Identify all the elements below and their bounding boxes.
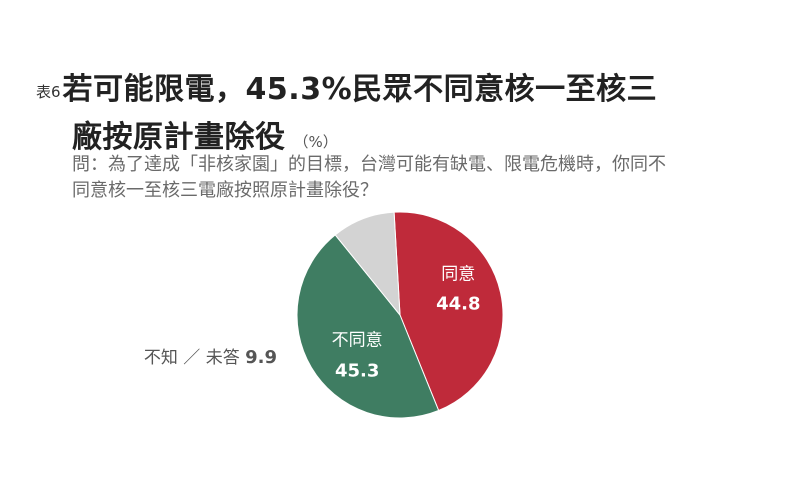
question-line-2: 同意核一至核三電廠按照原計畫除役？ [72, 180, 378, 201]
slice-disagree [296, 234, 440, 419]
slice-value-disagree: 45.3 [335, 361, 379, 382]
survey-question: 問：為了達成「非核家園」的目標，台灣可能有缺電、限電危機時，你同不 同意核一至核… [72, 152, 772, 204]
slice-label-disagree: 不同意 [332, 331, 383, 351]
slice-unknown [334, 211, 401, 317]
pie-slices [296, 211, 504, 419]
chart-title-line-2: 廠按原計畫除役 [72, 120, 286, 155]
slice-value-unknown: 9.9 [245, 347, 277, 368]
chart-header: 表6 若可能限電，45.3%民眾不同意核一至核三 廠按原計畫除役 （%） [36, 64, 776, 156]
slice-value-agree: 44.8 [436, 293, 480, 314]
question-line-1: 問：為了達成「非核家園」的目標，台灣可能有缺電、限電危機時，你同不 [72, 154, 666, 175]
pie-labels: 同意 44.8 不同意 45.3 不知 ／ 未答 9.9 [144, 264, 481, 381]
title-line-1: 表6 若可能限電，45.3%民眾不同意核一至核三 [36, 64, 776, 108]
slice-label-agree: 同意 [441, 264, 475, 284]
table-number: 表6 [36, 83, 61, 101]
slice-agree [393, 211, 504, 412]
chart-title-line-1: 若可能限電，45.3%民眾不同意核一至核三 [62, 72, 658, 107]
title-line-2: 廠按原計畫除役 （%） [72, 112, 776, 156]
unit-label: （%） [293, 133, 338, 151]
slice-label-unknown: 不知 ／ 未答 9.9 [144, 347, 277, 368]
